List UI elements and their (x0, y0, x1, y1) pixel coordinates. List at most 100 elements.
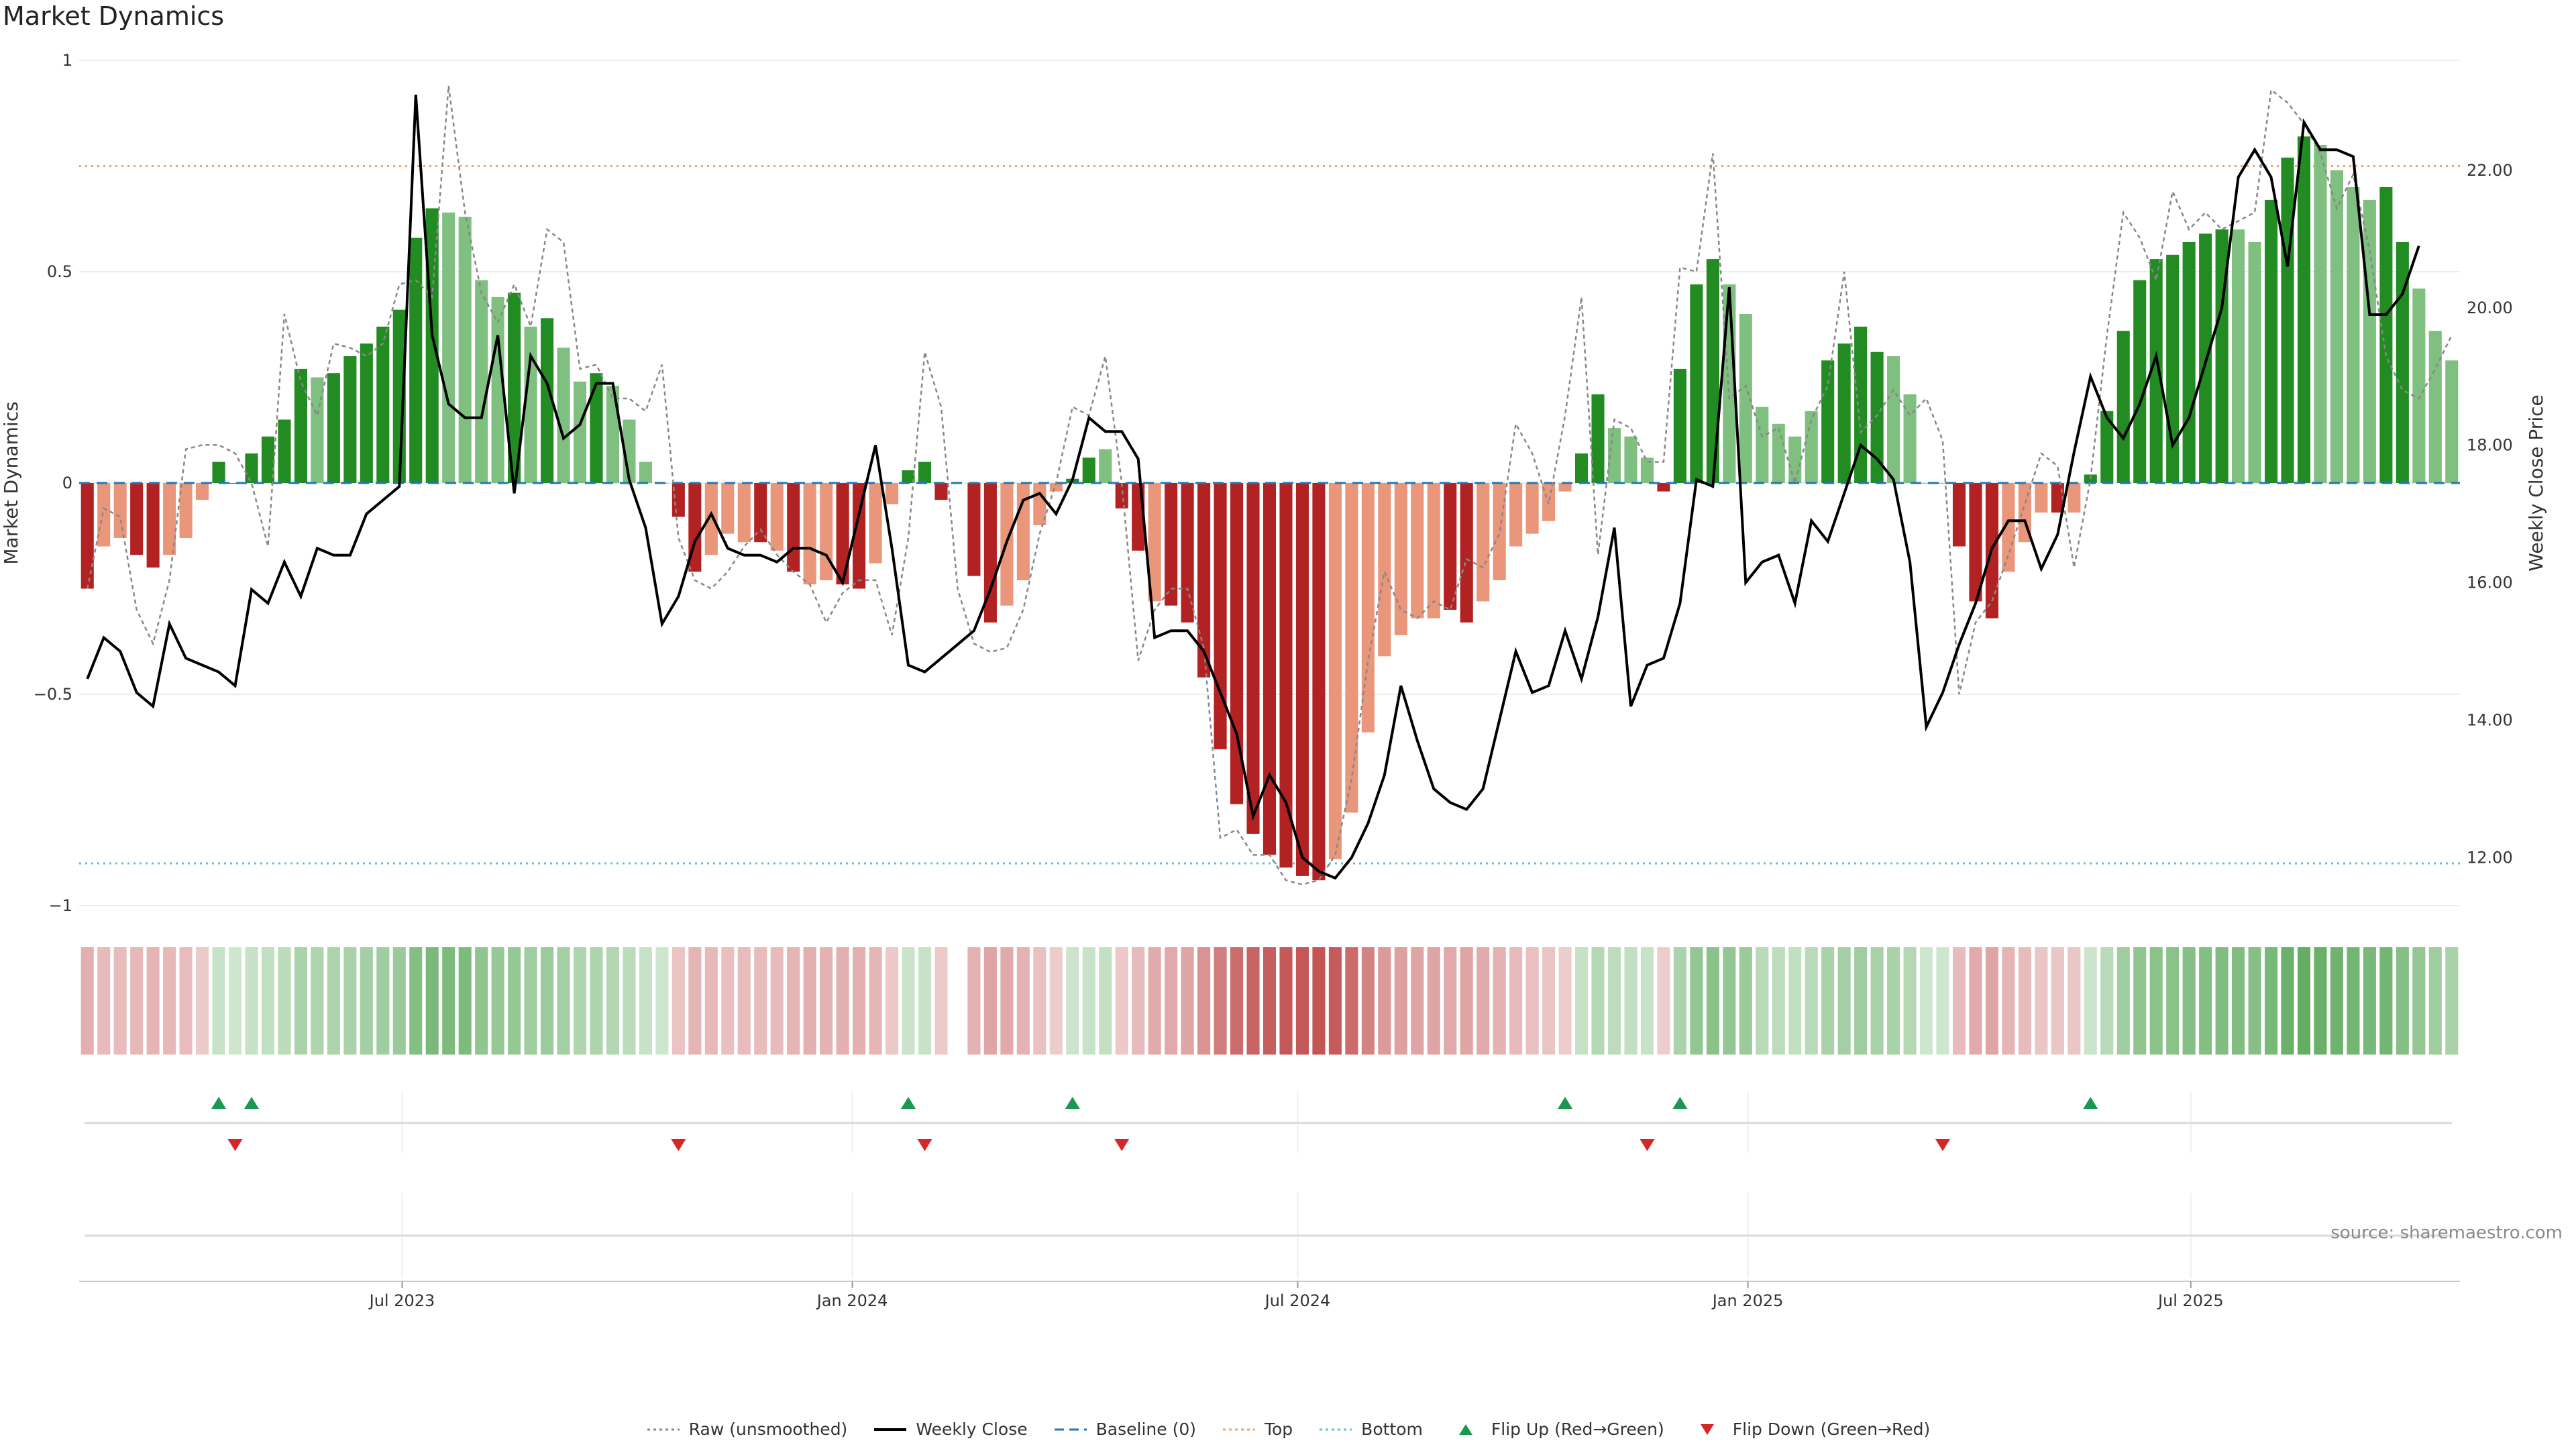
bar-mark (1574, 453, 1589, 483)
heat-cell (1394, 947, 1407, 1055)
heat-cell (360, 947, 373, 1055)
bar-mark (2314, 145, 2327, 483)
y-tick-label: −1 (49, 896, 72, 915)
bar-mark (1657, 483, 1670, 492)
bar-mark (212, 462, 225, 483)
heat-cell (2149, 947, 2163, 1055)
heat-cell (2281, 947, 2294, 1055)
heat-cell (1690, 947, 1703, 1055)
legend-item-top: Top (1222, 1419, 1293, 1439)
heat-cell (1756, 947, 1769, 1055)
heat-cell (1477, 947, 1490, 1055)
bar-mark (458, 217, 472, 483)
heat-cell (672, 947, 685, 1055)
heat-cell (1936, 947, 1949, 1055)
heat-cell (212, 947, 225, 1055)
heat-cell (1312, 947, 1326, 1055)
bar-mark (425, 208, 439, 483)
heat-cell (1016, 947, 1030, 1055)
heat-cell (1591, 947, 1605, 1055)
bar-mark (2035, 483, 2048, 513)
heat-cell (261, 947, 275, 1055)
heat-cell (1246, 947, 1260, 1055)
heat-cell (1870, 947, 1884, 1055)
legend-label: Flip Down (Green→Red) (1732, 1419, 1931, 1439)
bar-mark (343, 356, 357, 483)
bar-mark (1690, 284, 1703, 483)
triangle-down-icon (1700, 1424, 1714, 1435)
heat-cell (1082, 947, 1095, 1055)
heat-cell (1345, 947, 1358, 1055)
bar-mark (508, 292, 521, 483)
heat-cell (80, 947, 94, 1055)
bar-mark (1624, 436, 1638, 483)
heat-cell (2116, 947, 2130, 1055)
heat-cell (1460, 947, 1473, 1055)
bar-mark (967, 483, 981, 576)
legend-label: Raw (unsmoothed) (688, 1419, 848, 1439)
bar-mark (1493, 483, 1506, 580)
heat-cell (902, 947, 915, 1055)
heat-cell (2363, 947, 2376, 1055)
flip-down-marker (1640, 1139, 1655, 1151)
heat-cell (2166, 947, 2180, 1055)
bar-mark (2133, 280, 2147, 483)
heat-cell (541, 947, 554, 1055)
heat-cell (2314, 947, 2327, 1055)
x-tick-label: Jul 2023 (368, 1291, 435, 1310)
heat-cell (918, 947, 932, 1055)
bar-mark (1673, 368, 1686, 483)
bar-mark (1082, 458, 1095, 483)
heat-cell (1279, 947, 1293, 1055)
heat-cell (1673, 947, 1686, 1055)
heat-cell (1624, 947, 1638, 1055)
bar-mark (2297, 136, 2311, 483)
heat-cell (1952, 947, 1966, 1055)
dotted-line-icon (647, 1428, 680, 1430)
bar-mark (163, 483, 176, 555)
bar-mark (590, 373, 603, 483)
bar-mark (524, 326, 537, 483)
bar-mark (1509, 483, 1523, 547)
bar-mark (1870, 352, 1884, 483)
flip-down-marker (917, 1139, 932, 1151)
legend-label: Weekly Close (916, 1419, 1028, 1439)
bar-mark (918, 462, 932, 483)
heat-cell (1854, 947, 1868, 1055)
bar-mark (1148, 483, 1161, 602)
heat-cell (885, 947, 899, 1055)
heat-cell (803, 947, 816, 1055)
bar-mark (853, 483, 866, 589)
heat-cell (1837, 947, 1851, 1055)
heat-cell (1132, 947, 1145, 1055)
heat-cell (1148, 947, 1161, 1055)
bar-mark (80, 483, 94, 589)
legend-label: Baseline (0) (1095, 1419, 1196, 1439)
y2-tick-label: 12.00 (2467, 848, 2513, 867)
bar-mark (902, 470, 915, 483)
y2-tick-label: 20.00 (2467, 299, 2513, 317)
bar-mark (672, 483, 685, 517)
bar-mark (1969, 483, 1982, 602)
heat-cell (1165, 947, 1178, 1055)
heat-cell (1706, 947, 1719, 1055)
bar-mark (2116, 331, 2130, 483)
bar-mark (1049, 483, 1063, 492)
bar-mark (2396, 241, 2409, 483)
heat-cell (1739, 947, 1752, 1055)
bar-mark (1115, 483, 1128, 508)
heat-cell (1657, 947, 1670, 1055)
bar-mark (278, 419, 291, 483)
bar-mark (97, 483, 111, 547)
heat-cell (2133, 947, 2147, 1055)
bar-mark (2166, 254, 2180, 483)
bar-mark (2428, 331, 2442, 483)
heat-cell (327, 947, 340, 1055)
heat-cell (409, 947, 423, 1055)
dashed-line-icon (1054, 1428, 1087, 1430)
heat-cell (1772, 947, 1785, 1055)
raw-line (86, 85, 2453, 885)
heat-cell (787, 947, 800, 1055)
legend-item-bottom: Bottom (1318, 1419, 1423, 1439)
heat-cell (2035, 947, 2048, 1055)
